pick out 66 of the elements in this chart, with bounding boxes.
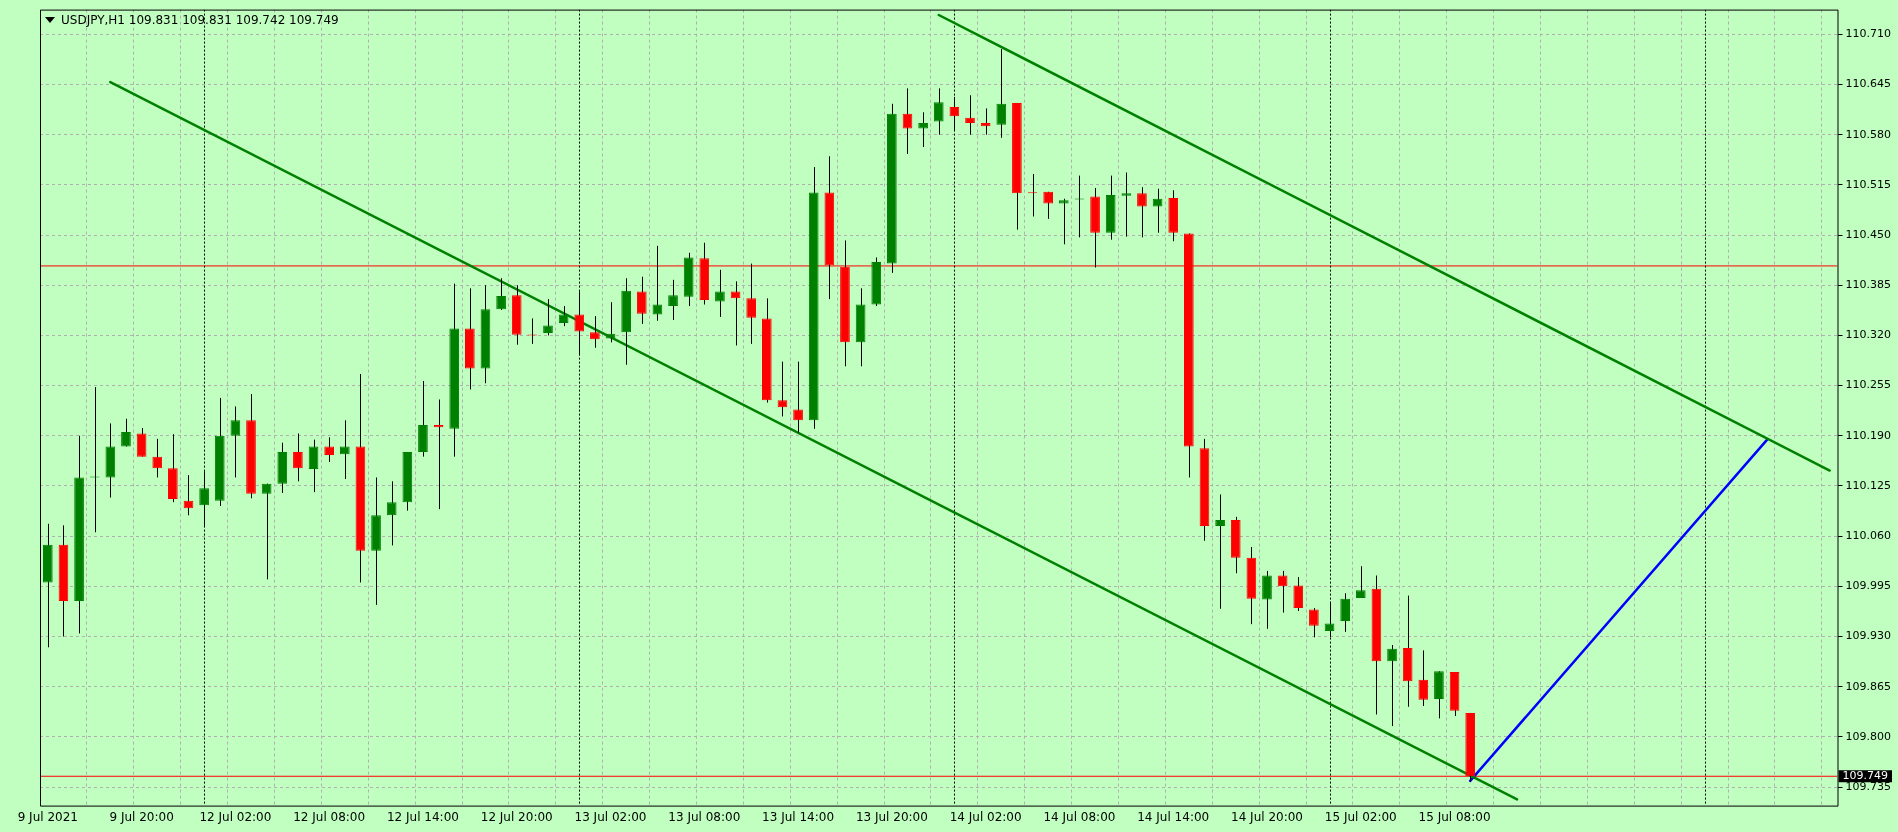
candlestick (1340, 592, 1350, 633)
x-tick-label: 12 Jul 02:00 (199, 809, 272, 824)
candlestick (324, 436, 335, 463)
candlestick (1355, 565, 1366, 599)
x-tick-label: 15 Jul 08:00 (1418, 809, 1491, 824)
candlestick (1215, 493, 1225, 610)
y-tick-label: 110.515 (1845, 177, 1892, 191)
y-tick-label: 110.645 (1845, 77, 1892, 91)
y-tick-label: 110.450 (1845, 227, 1892, 241)
candlestick (339, 419, 350, 480)
candlestick (152, 438, 163, 478)
candlestick (1137, 186, 1147, 238)
y-tick-label: 110.125 (1845, 478, 1892, 492)
y-tick-label: 110.580 (1845, 127, 1892, 141)
x-tick-label: 14 Jul 08:00 (1043, 809, 1116, 824)
y-tick-label: 109.995 (1845, 579, 1892, 593)
y-tick-label: 109.800 (1845, 729, 1892, 743)
candlestick (996, 48, 1007, 139)
x-tick-label: 9 Jul 20:00 (109, 809, 174, 824)
candlestick (1058, 198, 1069, 245)
candlestick (933, 87, 944, 136)
x-tick-label: 12 Jul 08:00 (293, 809, 366, 824)
x-tick-label: 14 Jul 02:00 (949, 809, 1022, 824)
y-tick-label: 110.710 (1845, 27, 1892, 41)
candlestick (1418, 649, 1429, 707)
candlestick (1387, 644, 1397, 727)
candlestick (136, 427, 147, 458)
candlestick (918, 111, 928, 148)
candlestick (1293, 576, 1304, 612)
y-tick-label: 110.255 (1845, 378, 1892, 392)
candlestick (1309, 607, 1319, 638)
candlestick (293, 432, 303, 482)
candlestick (605, 301, 616, 343)
candlestick (652, 245, 663, 322)
y-tick-label: 110.060 (1845, 529, 1892, 543)
y-tick-label: 109.865 (1845, 679, 1892, 693)
y-tick-label: 110.190 (1845, 428, 1892, 442)
x-tick-label: 9 Jul 2021 (17, 809, 78, 824)
x-tick-label: 15 Jul 02:00 (1324, 809, 1397, 824)
candlestick (543, 298, 553, 336)
x-tick-label: 14 Jul 14:00 (1137, 809, 1210, 824)
x-tick-label: 12 Jul 14:00 (386, 809, 459, 824)
x-tick-label: 12 Jul 20:00 (480, 809, 553, 824)
y-tick-label: 110.385 (1845, 278, 1892, 292)
x-tick-label: 14 Jul 20:00 (1231, 809, 1303, 824)
candlestick (1262, 570, 1272, 630)
y-tick-label: 109.930 (1845, 629, 1892, 643)
candlestick (793, 361, 803, 434)
candlestick (730, 280, 741, 346)
candlestick (777, 361, 788, 417)
candlestick (636, 276, 647, 325)
candlestick (1121, 172, 1132, 238)
x-tick-label: 13 Jul 14:00 (762, 809, 835, 824)
candlestick (590, 315, 600, 349)
candlestick (1043, 191, 1054, 220)
candlestick (668, 279, 678, 321)
candlestick (965, 94, 975, 136)
x-tick-label: 13 Jul 08:00 (668, 809, 741, 824)
candlestick (386, 480, 397, 546)
candlestick (261, 483, 272, 580)
x-tick-label: 13 Jul 02:00 (574, 809, 647, 824)
chart-title: USDJPY,H1 109.831 109.831 109.742 109.749 (61, 12, 339, 27)
x-tick-label: 13 Jul 20:00 (855, 809, 928, 824)
candlestick (230, 405, 241, 478)
y-tick-label: 110.320 (1845, 328, 1892, 342)
candlestick (715, 269, 725, 318)
